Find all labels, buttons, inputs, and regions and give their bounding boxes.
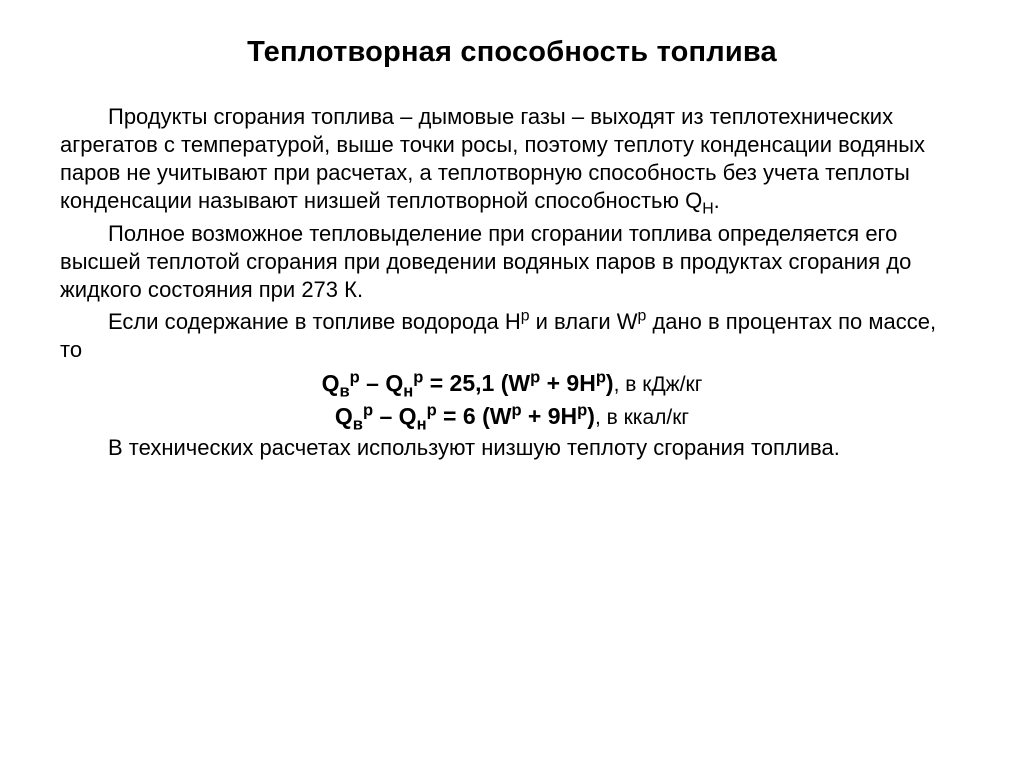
paragraph-3: Если содержание в топливе водорода Нр и … — [60, 308, 964, 364]
document-page: Теплотворная способность топлива Продукт… — [0, 0, 1024, 768]
formula-1-unit: , в кДж/кг — [614, 373, 703, 396]
formula-1-expr: Qвр – Qнр = 25,1 (Wр + 9Нр) — [322, 370, 614, 396]
formula-1: Qвр – Qнр = 25,1 (Wр + 9Нр), в кДж/кг — [60, 370, 964, 397]
paragraph-1: Продукты сгорания топлива – дымовые газы… — [60, 103, 964, 216]
formula-2: Qвр – Qнр = 6 (Wр + 9Нр), в ккал/кг — [60, 403, 964, 430]
paragraph-4: В технических расчетах используют низшую… — [60, 434, 964, 462]
formula-2-expr: Qвр – Qнр = 6 (Wр + 9Нр) — [335, 403, 595, 429]
page-title: Теплотворная способность топлива — [60, 36, 964, 69]
paragraph-2: Полное возможное тепловыделение при сгор… — [60, 220, 964, 304]
formula-2-unit: , в ккал/кг — [595, 406, 689, 429]
